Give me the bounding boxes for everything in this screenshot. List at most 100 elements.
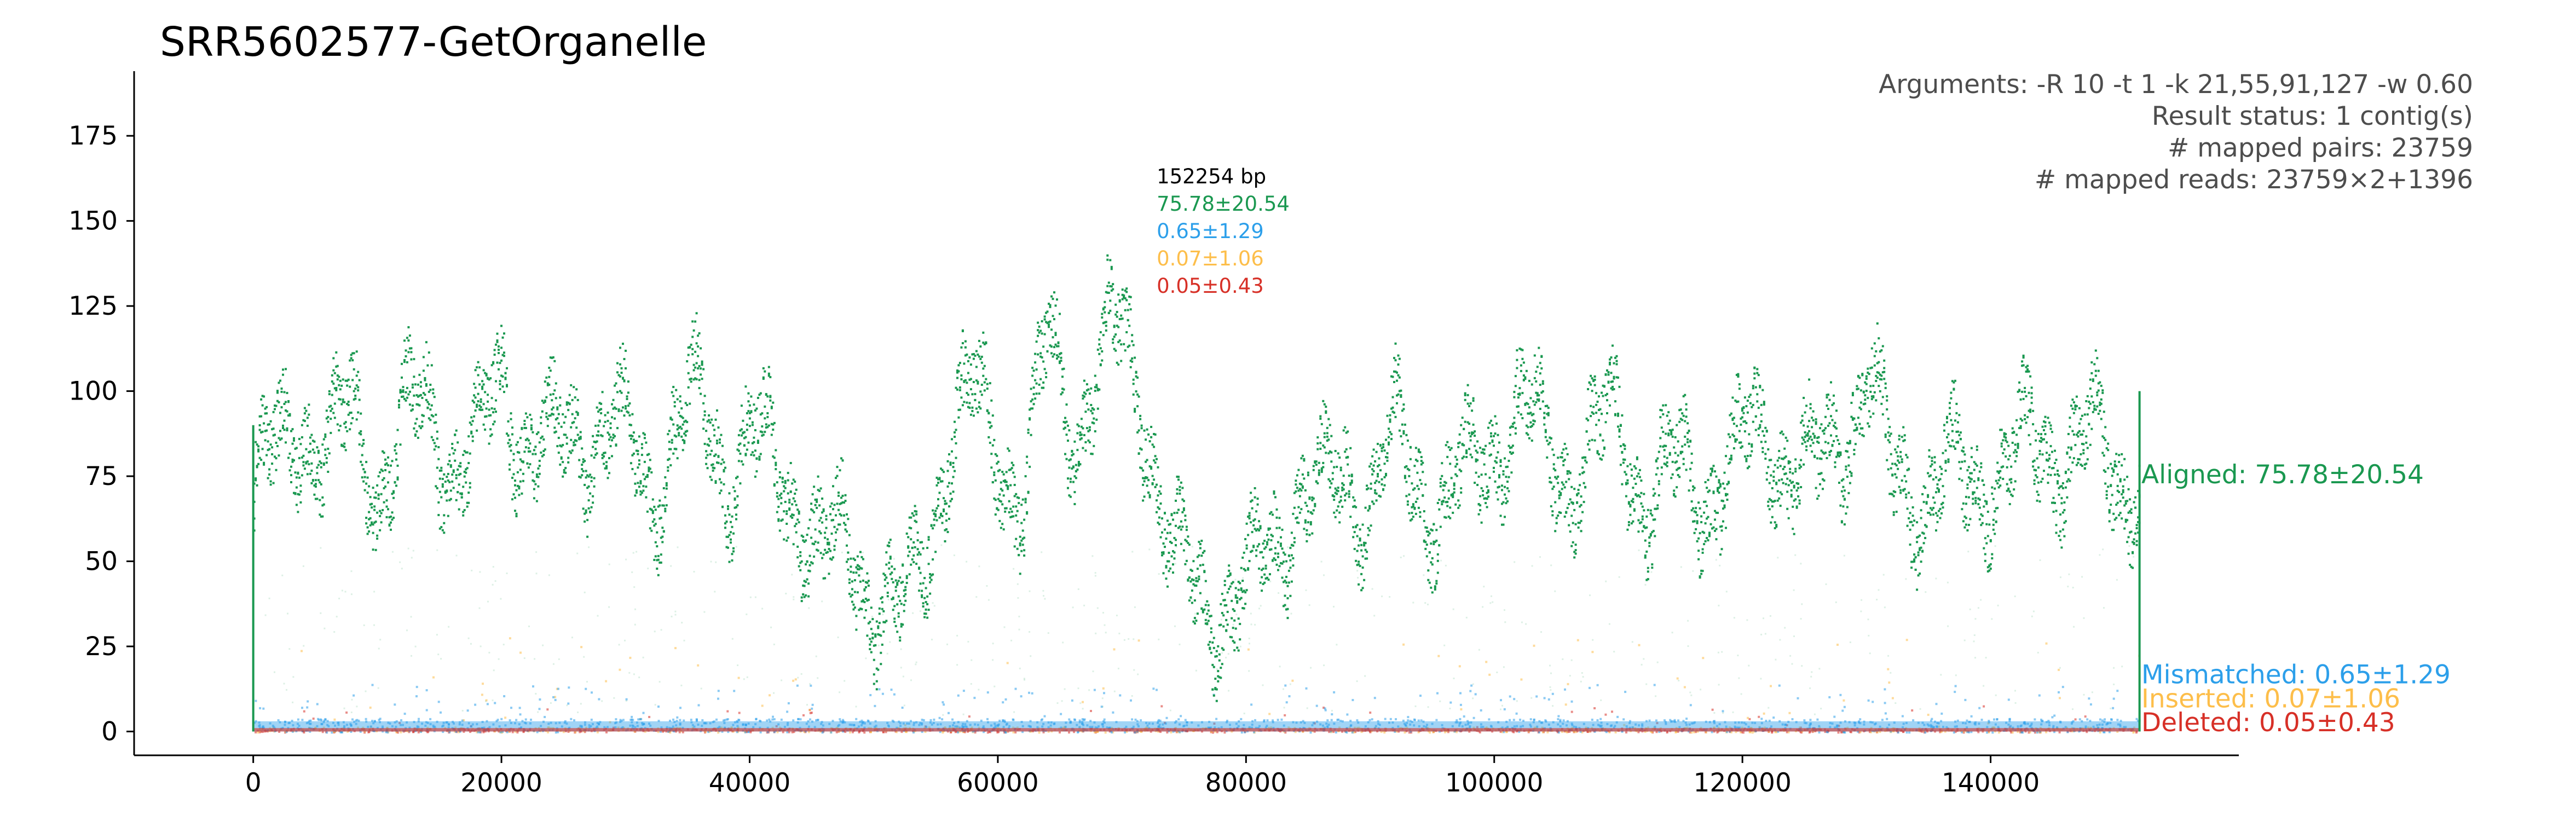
data-point	[443, 473, 446, 476]
data-point	[597, 410, 600, 413]
data-point	[519, 437, 522, 440]
data-point	[673, 721, 676, 723]
data-point	[540, 437, 542, 440]
data-point	[603, 462, 605, 465]
data-point	[462, 454, 465, 456]
data-point	[567, 409, 570, 412]
data-point	[260, 730, 263, 733]
data-point	[961, 342, 964, 344]
data-point	[759, 392, 762, 395]
data-point	[656, 559, 659, 562]
data-point	[898, 720, 900, 723]
data-point	[293, 439, 295, 442]
data-point	[551, 413, 553, 415]
data-point	[2136, 719, 2139, 722]
data-point	[278, 437, 280, 440]
data-point	[361, 454, 363, 456]
data-point	[570, 718, 573, 720]
data-point	[616, 391, 619, 394]
data-point	[635, 492, 638, 494]
data-point	[709, 722, 712, 725]
data-point	[312, 718, 315, 720]
data-point	[642, 485, 645, 488]
data-point	[280, 406, 283, 409]
data-point	[825, 514, 828, 517]
data-point	[617, 408, 620, 411]
data-point	[625, 407, 627, 410]
data-point	[1890, 730, 1892, 733]
data-point	[1299, 721, 1302, 724]
data-point	[447, 463, 449, 466]
data-point	[478, 366, 481, 369]
data-point	[659, 504, 661, 507]
data-point	[1103, 692, 1105, 695]
data-point	[827, 551, 829, 553]
data-point	[1677, 719, 1679, 722]
data-point	[309, 730, 311, 733]
data-point	[881, 643, 883, 646]
data-point	[818, 530, 821, 533]
data-point	[563, 721, 566, 724]
data-point	[1849, 731, 1852, 733]
data-point	[1140, 731, 1142, 733]
data-point	[816, 719, 819, 721]
data-point	[805, 563, 807, 566]
data-point	[1360, 731, 1363, 733]
data-point	[470, 416, 473, 419]
data-point	[948, 518, 950, 520]
data-point	[427, 730, 430, 733]
data-point	[597, 727, 599, 730]
data-point	[1311, 724, 1314, 727]
data-point	[1518, 731, 1521, 733]
data-point	[1324, 707, 1326, 710]
data-point	[1740, 731, 1743, 733]
data-point	[435, 485, 437, 488]
data-point	[563, 433, 565, 436]
data-point	[794, 500, 796, 502]
data-point	[434, 725, 436, 728]
data-point	[576, 412, 579, 414]
data-point	[1743, 721, 1746, 724]
data-point	[781, 518, 784, 521]
series-inserted-points	[257, 637, 2141, 734]
data-point	[1874, 722, 1877, 725]
data-point	[832, 508, 834, 511]
data-point	[645, 496, 648, 499]
data-point	[327, 420, 330, 423]
data-point	[385, 462, 388, 465]
data-point	[355, 350, 358, 353]
data-point	[787, 702, 790, 704]
data-point	[492, 361, 495, 363]
chart-title: SRR5602577-GetOrganelle	[160, 19, 707, 66]
data-point	[680, 407, 683, 410]
data-point	[863, 601, 866, 603]
data-point	[918, 551, 921, 554]
data-point	[708, 414, 711, 417]
data-point	[1005, 724, 1008, 726]
data-point	[403, 713, 406, 715]
data-point	[291, 460, 294, 463]
data-point	[276, 391, 279, 394]
data-point	[778, 471, 781, 473]
data-point	[368, 731, 371, 733]
data-point	[544, 716, 546, 718]
data-point	[609, 721, 611, 724]
data-point	[511, 498, 513, 501]
data-point	[579, 731, 581, 733]
data-point	[1201, 721, 1203, 724]
data-point	[306, 460, 309, 463]
data-point	[391, 460, 394, 462]
data-point	[918, 724, 921, 726]
data-point	[361, 464, 363, 466]
data-point	[607, 477, 609, 479]
data-point	[912, 731, 915, 734]
data-point	[897, 615, 900, 618]
data-point	[515, 489, 518, 492]
data-point	[769, 694, 771, 697]
data-point	[314, 483, 317, 485]
data-point	[459, 462, 462, 465]
data-point	[759, 453, 762, 455]
data-point	[351, 718, 354, 721]
data-point	[972, 730, 974, 733]
data-point	[795, 488, 798, 491]
